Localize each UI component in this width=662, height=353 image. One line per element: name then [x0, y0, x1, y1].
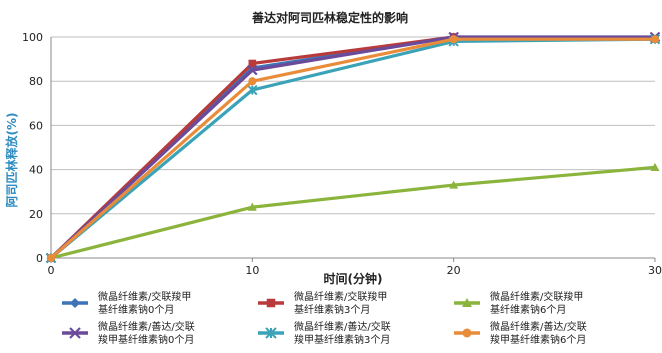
legend-swatch-marker — [462, 328, 472, 338]
data-point — [650, 162, 660, 171]
x-tick-label: 30 — [648, 264, 662, 277]
series-line — [49, 37, 655, 260]
series-line — [49, 35, 656, 260]
series-2 — [47, 33, 659, 262]
data-point — [449, 35, 458, 44]
axis-layer: 0 20 40 60 80 100 0 10 20 30 — [22, 31, 662, 277]
series-line — [50, 165, 656, 260]
data-point — [247, 84, 258, 96]
x-tick-label: 20 — [447, 264, 461, 277]
legend-swatch-marker — [266, 298, 276, 308]
legend-item-2: 微晶纤维素/交联羧甲基纤维素钠3个月 — [258, 290, 387, 316]
y-tick-label: 60 — [29, 119, 43, 132]
legend-item-1: 微晶纤维素/交联羧甲基纤维素钠0个月 — [62, 290, 191, 316]
legend-label: 微晶纤维素/善达/交联羧甲基纤维素钠6个月 — [490, 320, 587, 346]
legend-item-6: 微晶纤维素/善达/交联羧甲基纤维素钠6个月 — [454, 320, 587, 346]
y-tick-label: 40 — [29, 164, 43, 177]
chart-title: 善达对阿司匹林稳定性的影响 — [252, 10, 408, 25]
legend-label: 微晶纤维素/交联羧甲基纤维素钠6个月 — [490, 290, 583, 316]
series-layer — [45, 31, 661, 264]
data-point — [46, 253, 56, 263]
grid-layer — [51, 36, 655, 215]
legend-swatch-marker — [70, 298, 80, 308]
x-axis-title: 时间(分钟) — [324, 271, 383, 286]
legend-label: 微晶纤维素/交联羧甲基纤维素钠0个月 — [98, 290, 191, 316]
legend-label: 微晶纤维素/交联羧甲基纤维素钠3个月 — [294, 290, 387, 316]
series-6 — [46, 35, 660, 263]
series-line — [49, 37, 656, 260]
y-axis-title: 阿司匹林释放(%) — [4, 113, 19, 208]
y-tick-label: 80 — [29, 75, 43, 88]
data-point — [650, 35, 660, 44]
legend-item-3: 微晶纤维素/交联羧甲基纤维素钠6个月 — [454, 290, 583, 316]
legend-label: 微晶纤维素/善达/交联羧甲基纤维素钠3个月 — [294, 320, 391, 346]
data-point — [248, 77, 257, 86]
legend-swatch-marker — [265, 327, 277, 339]
series-5 — [45, 34, 661, 264]
data-point — [449, 180, 459, 189]
data-point — [247, 202, 257, 211]
y-tick-label: 0 — [36, 252, 43, 265]
legend-label: 微晶纤维素/善达/交联羧甲基纤维素钠0个月 — [98, 320, 195, 346]
data-point — [248, 59, 257, 68]
data-point — [247, 64, 258, 76]
legend-item-4: 微晶纤维素/善达/交联羧甲基纤维素钠0个月 — [62, 320, 195, 346]
x-tick-label: 10 — [245, 264, 259, 277]
series-line — [49, 35, 656, 260]
legend-swatch-marker — [69, 327, 81, 339]
legend-item-5: 微晶纤维素/善达/交联羧甲基纤维素钠3个月 — [258, 320, 391, 346]
x-tick-label: 0 — [48, 264, 55, 277]
legend-swatch-marker — [462, 298, 472, 307]
y-tick-label: 20 — [29, 208, 43, 221]
y-tick-label: 100 — [22, 31, 43, 44]
legend: 微晶纤维素/交联羧甲基纤维素钠0个月微晶纤维素/交联羧甲基纤维素钠3个月微晶纤维… — [62, 290, 587, 346]
series-line — [49, 35, 655, 260]
